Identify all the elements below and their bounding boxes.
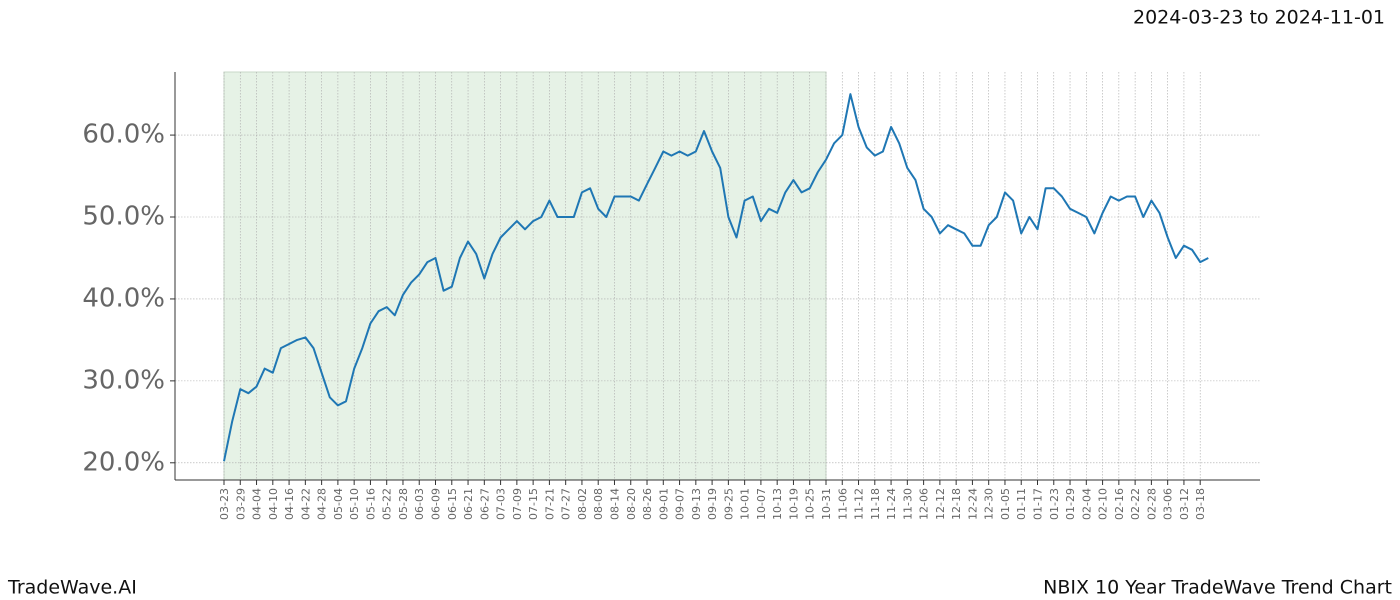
x-tick-label: 06-03	[413, 488, 426, 520]
y-tick-label: 60.0%	[82, 120, 165, 150]
x-tick-label: 04-04	[251, 488, 264, 520]
y-tick-label: 20.0%	[82, 447, 165, 477]
x-tick-label: 11-24	[885, 488, 898, 520]
x-tick-label: 04-28	[316, 488, 329, 520]
x-tick-label: 04-16	[283, 488, 296, 520]
x-tick-label: 05-22	[381, 488, 394, 520]
x-tick-label: 05-28	[397, 488, 410, 520]
x-tick-label: 08-02	[576, 488, 589, 520]
x-tick-label: 05-16	[364, 488, 377, 520]
x-tick-label: 09-13	[690, 488, 703, 520]
x-tick-label: 08-08	[592, 488, 605, 520]
x-tick-label: 10-07	[755, 488, 768, 520]
y-tick-label: 40.0%	[82, 283, 165, 313]
x-tick-label: 12-12	[934, 488, 947, 520]
x-tick-label: 02-22	[1129, 488, 1142, 520]
y-tick-label: 30.0%	[82, 365, 165, 395]
x-tick-label: 02-10	[1097, 488, 1110, 520]
x-tick-label: 08-14	[608, 488, 621, 520]
chart-title: NBIX 10 Year TradeWave Trend Chart	[1043, 577, 1392, 599]
x-tick-label: 03-12	[1178, 488, 1191, 520]
x-tick-label: 06-27	[478, 488, 491, 520]
x-tick-label: 11-12	[853, 488, 866, 520]
x-tick-label: 11-18	[869, 488, 882, 520]
x-tick-label: 06-09	[430, 488, 443, 520]
x-tick-label: 02-28	[1145, 488, 1158, 520]
x-tick-label: 12-30	[983, 488, 996, 520]
x-tick-label: 06-21	[462, 488, 475, 520]
x-tick-label: 10-01	[739, 488, 752, 520]
x-tick-label: 03-18	[1194, 488, 1207, 520]
x-tick-label: 10-25	[804, 488, 817, 520]
x-tick-label: 12-18	[950, 488, 963, 520]
x-tick-label: 01-17	[1032, 488, 1045, 520]
x-tick-label: 10-19	[787, 488, 800, 520]
x-tick-label: 11-30	[901, 488, 914, 520]
x-tick-label: 10-31	[820, 488, 833, 520]
x-tick-label: 12-06	[918, 488, 931, 520]
x-tick-label: 07-27	[560, 488, 573, 520]
x-tick-label: 09-25	[722, 488, 735, 520]
x-tick-label: 08-26	[641, 488, 654, 520]
x-tick-label: 03-29	[234, 488, 247, 520]
x-tick-label: 02-16	[1113, 488, 1126, 520]
x-tick-label: 07-15	[527, 488, 540, 520]
x-tick-label: 03-06	[1162, 488, 1175, 520]
x-tick-label: 01-11	[1015, 488, 1028, 520]
x-tick-label: 04-22	[299, 488, 312, 520]
brand: TradeWave.AI	[7, 577, 137, 599]
x-tick-label: 05-04	[332, 488, 345, 520]
shaded-range	[223, 71, 827, 481]
x-tick-label: 04-10	[267, 488, 280, 520]
x-tick-label: 09-01	[657, 488, 670, 520]
x-tick-label: 01-29	[1064, 488, 1077, 520]
x-tick-label: 08-20	[625, 488, 638, 520]
x-tick-label: 11-06	[836, 488, 849, 520]
x-tick-label: 12-24	[966, 488, 979, 520]
x-tick-label: 02-04	[1080, 488, 1093, 520]
trend-line	[223, 93, 1209, 462]
x-tick-label: 09-19	[706, 488, 719, 520]
y-tick-label: 50.0%	[82, 202, 165, 232]
x-tick-label: 01-05	[999, 488, 1012, 520]
x-tick-label: 03-23	[218, 488, 231, 520]
x-tick-label: 06-15	[446, 488, 459, 520]
x-tick-label: 07-03	[495, 488, 508, 520]
x-tick-label: 10-13	[771, 488, 784, 520]
x-tick-label: 05-10	[348, 488, 361, 520]
x-tick-label: 09-07	[674, 488, 687, 520]
x-tick-label: 01-23	[1048, 488, 1061, 520]
x-tick-label: 07-21	[543, 488, 556, 520]
x-tick-label: 07-09	[511, 488, 524, 520]
date-range: 2024-03-23 to 2024-11-01	[1133, 7, 1385, 29]
